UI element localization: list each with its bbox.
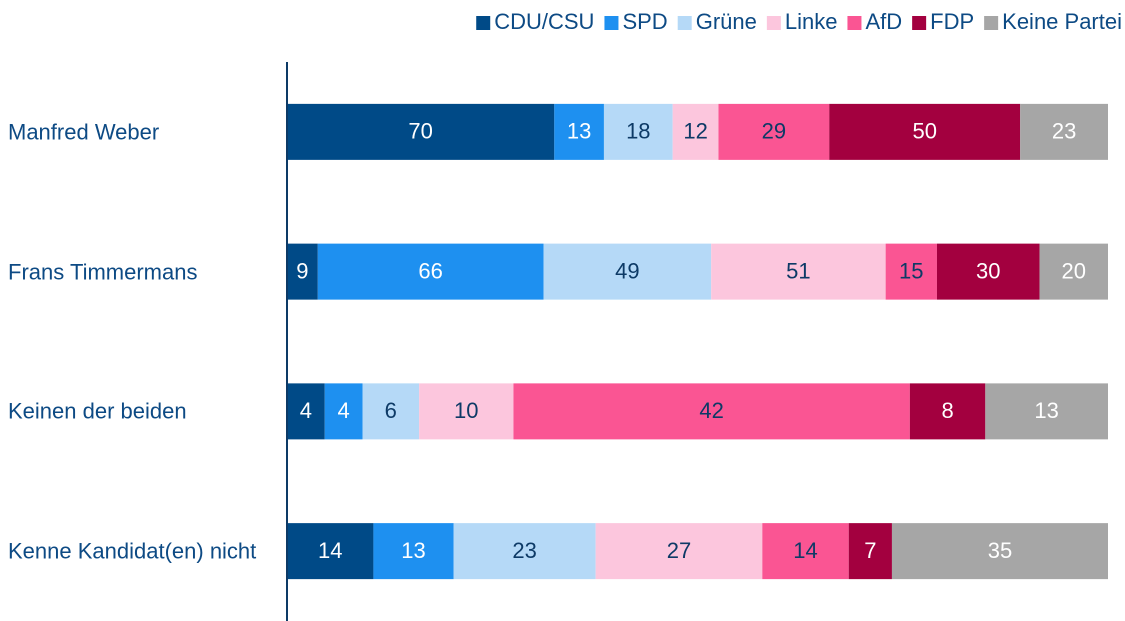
category-label: Frans Timmermans xyxy=(8,259,198,285)
value-label: 4 xyxy=(337,398,349,423)
bar-segment xyxy=(909,383,986,440)
value-label: 18 xyxy=(626,119,650,144)
legend-swatch xyxy=(604,16,619,30)
legend-swatch xyxy=(984,16,999,30)
value-label: 70 xyxy=(408,119,432,144)
bar-segment xyxy=(672,103,719,160)
bar-segment xyxy=(554,103,604,160)
bar-segment xyxy=(419,383,514,440)
bar-segment xyxy=(711,243,886,300)
value-label: 27 xyxy=(667,538,691,563)
value-label: 42 xyxy=(699,398,723,423)
value-label: 23 xyxy=(1052,119,1076,144)
legend-label: SPD xyxy=(622,9,667,34)
bar-segment xyxy=(287,243,318,300)
bar-segment xyxy=(362,383,420,440)
bar-segment xyxy=(1039,243,1108,300)
value-label: 66 xyxy=(418,258,442,283)
value-label: 30 xyxy=(976,258,1000,283)
bar-segment xyxy=(453,523,596,580)
value-label: 8 xyxy=(941,398,953,423)
value-label: 10 xyxy=(454,398,478,423)
value-label: 9 xyxy=(296,258,308,283)
bar-segment xyxy=(885,243,937,300)
bar-segment xyxy=(324,383,363,440)
bar-segment xyxy=(543,243,712,300)
bar-segment xyxy=(985,383,1108,440)
bar-segment xyxy=(848,523,892,580)
bar-segment xyxy=(317,243,544,300)
legend-label: Linke xyxy=(785,9,838,34)
value-label: 7 xyxy=(864,538,876,563)
category-label: Kenne Kandidat(en) nicht xyxy=(8,538,257,564)
legend-label: Keine Partei xyxy=(1002,9,1122,34)
bar-segment xyxy=(603,103,673,160)
value-label: 13 xyxy=(567,119,591,144)
value-label: 13 xyxy=(401,538,425,563)
value-label: 51 xyxy=(786,258,810,283)
bar-segment xyxy=(891,523,1108,580)
value-label: 15 xyxy=(899,258,923,283)
legend-swatch xyxy=(677,16,692,30)
bar-segment xyxy=(595,523,763,580)
value-label: 4 xyxy=(300,398,312,423)
bar-segment xyxy=(287,523,374,580)
bar-segment xyxy=(1020,103,1108,160)
value-label: 49 xyxy=(615,258,639,283)
bar-segment xyxy=(513,383,910,440)
value-label: 20 xyxy=(1062,258,1086,283)
value-label: 14 xyxy=(318,538,342,563)
legend-swatch xyxy=(912,16,927,30)
value-label: 12 xyxy=(683,119,707,144)
bar-segment xyxy=(936,243,1040,300)
value-label: 6 xyxy=(385,398,397,423)
legend-swatch xyxy=(766,16,781,30)
bar-segment xyxy=(829,103,1021,160)
bar-segment xyxy=(718,103,830,160)
bar-segment xyxy=(762,523,849,580)
category-label: Keinen der beiden xyxy=(8,398,187,424)
legend-label: Grüne xyxy=(696,9,757,34)
legend-swatch xyxy=(476,16,491,30)
bar-segment xyxy=(287,103,555,160)
legend-swatch xyxy=(847,16,862,30)
value-label: 13 xyxy=(1034,398,1058,423)
value-label: 14 xyxy=(793,538,817,563)
value-label: 50 xyxy=(912,119,936,144)
legend-label: FDP xyxy=(930,9,974,34)
legend-label: AfD xyxy=(865,9,902,34)
value-label: 29 xyxy=(762,119,786,144)
category-label: Manfred Weber xyxy=(8,119,160,145)
legend-label: CDU/CSU xyxy=(494,9,594,34)
bar-segment xyxy=(287,383,325,440)
value-label: 35 xyxy=(988,538,1012,563)
value-label: 23 xyxy=(512,538,536,563)
bar-segment xyxy=(373,523,454,580)
